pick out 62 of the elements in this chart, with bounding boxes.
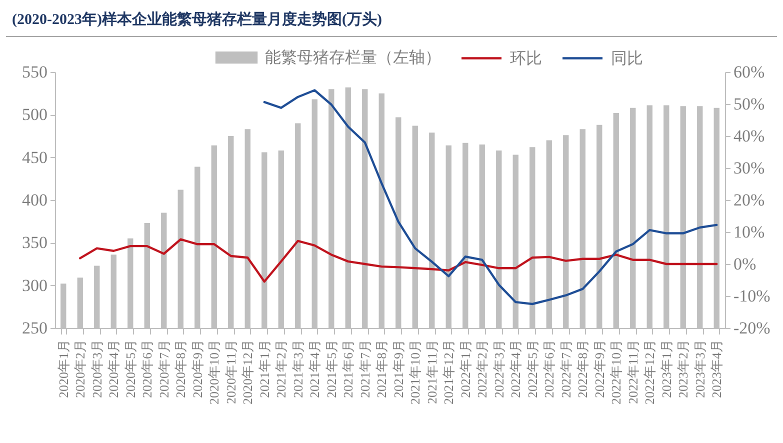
x-tick-label: 2021年3月 bbox=[290, 340, 306, 398]
x-tick-label: 2020年11月 bbox=[223, 340, 238, 404]
x-tick-label: 2020年6月 bbox=[140, 340, 155, 398]
x-tick-label: 2022年7月 bbox=[558, 340, 574, 398]
y-tick-label: 550 bbox=[22, 62, 48, 82]
line-series bbox=[79, 238, 718, 283]
x-tick-label: 2020年1月 bbox=[56, 340, 71, 398]
x-tick-label: 2021年1月 bbox=[256, 340, 272, 398]
x-tick-label: 2021年4月 bbox=[307, 340, 322, 398]
x-tick-label: 2022年9月 bbox=[592, 340, 607, 398]
y2-tick-label: 0% bbox=[734, 254, 756, 274]
y2-tick-label: 50% bbox=[734, 94, 765, 114]
x-tick-label: 2021年5月 bbox=[324, 340, 339, 398]
y2-tick-label: -20% bbox=[734, 318, 770, 338]
x-tick-label: 2021年11月 bbox=[424, 340, 440, 404]
x-tick-label: 2021年6月 bbox=[340, 340, 356, 398]
y-tick-label: 400 bbox=[22, 190, 48, 210]
y2-tick-label: 60% bbox=[734, 62, 765, 82]
x-tick-label: 2021年9月 bbox=[390, 340, 406, 398]
x-tick-label: 2022年8月 bbox=[575, 340, 590, 398]
x-tick-label: 2022年1月 bbox=[458, 340, 473, 398]
legend-label: 环比 bbox=[510, 49, 542, 68]
x-tick-label: 2021年10月 bbox=[408, 340, 423, 404]
y2-tick-label: 20% bbox=[734, 190, 765, 210]
x-tick-label: 2022年6月 bbox=[542, 340, 557, 398]
y-tick-label: 250 bbox=[22, 318, 48, 338]
x-tick-label: 2020年3月 bbox=[89, 340, 104, 398]
x-tick-label: 2020年7月 bbox=[156, 340, 172, 398]
x-tick-label: 2022年3月 bbox=[491, 340, 506, 398]
x-tick-label: 2022年4月 bbox=[508, 340, 524, 398]
x-tick-label: 2020年8月 bbox=[173, 340, 188, 398]
x-tick-label: 2023年3月 bbox=[692, 340, 708, 398]
legend-label: 同比 bbox=[611, 49, 643, 68]
chart-title: (2020-2023年)样本企业能繁母猪存栏量月度走势图(万头) bbox=[12, 10, 382, 29]
y2-tick-label: 40% bbox=[734, 126, 765, 146]
x-tick-label: 2023年2月 bbox=[676, 340, 691, 398]
x-tick-label: 2020年5月 bbox=[122, 340, 138, 398]
x-tick-label: 2023年1月 bbox=[658, 340, 674, 398]
y-tick-label: 450 bbox=[22, 148, 48, 167]
x-tick-label: 2022年12月 bbox=[642, 340, 658, 404]
x-tick-label: 2021年2月 bbox=[274, 340, 289, 398]
x-tick-label: 2020年10月 bbox=[206, 340, 222, 404]
y2-tick-label: -10% bbox=[734, 286, 770, 306]
y-tick-label: 300 bbox=[22, 276, 48, 295]
x-tick-label: 2022年10月 bbox=[608, 340, 624, 404]
y-tick-label: 350 bbox=[22, 233, 48, 252]
line-series bbox=[263, 89, 718, 306]
x-tick-label: 2023年4月 bbox=[709, 340, 724, 398]
legend-label: 能繁母猪存栏量（左轴） bbox=[265, 48, 441, 67]
y2-tick-label: 30% bbox=[734, 158, 765, 178]
x-tick-label: 2022年2月 bbox=[474, 340, 490, 398]
x-tick-label: 2021年12月 bbox=[441, 340, 456, 404]
x-tick-label: 2021年8月 bbox=[374, 340, 390, 398]
x-tick-label: 2020年12月 bbox=[240, 340, 256, 404]
x-tick-label: 2020年4月 bbox=[106, 340, 122, 398]
x-tick-label: 2022年11月 bbox=[625, 340, 640, 404]
x-tick-label: 2020年9月 bbox=[190, 340, 205, 398]
x-tick-label: 2020年2月 bbox=[72, 340, 88, 398]
y2-tick-label: 10% bbox=[734, 222, 765, 242]
x-tick-label: 2021年7月 bbox=[357, 340, 372, 398]
y-tick-label: 500 bbox=[22, 105, 48, 124]
x-tick-label: 2022年5月 bbox=[524, 340, 540, 398]
